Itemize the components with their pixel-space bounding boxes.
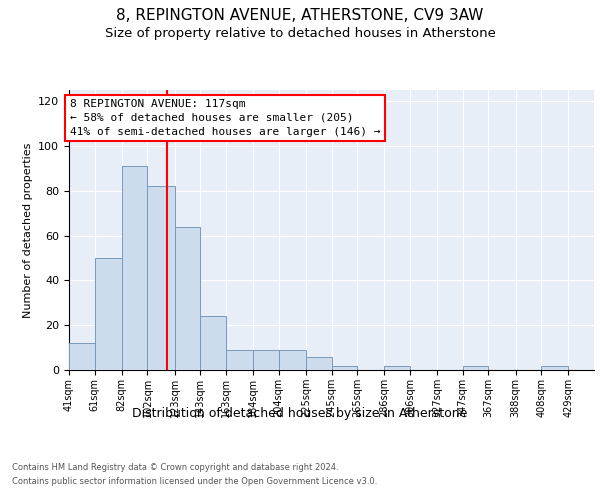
- Bar: [463, 366, 488, 370]
- Bar: [332, 366, 357, 370]
- Bar: [122, 166, 148, 370]
- Bar: [541, 366, 568, 370]
- Bar: [279, 350, 306, 370]
- Y-axis label: Number of detached properties: Number of detached properties: [23, 142, 32, 318]
- Bar: [175, 226, 200, 370]
- Bar: [95, 258, 122, 370]
- Bar: [69, 343, 95, 370]
- Text: 8, REPINGTON AVENUE, ATHERSTONE, CV9 3AW: 8, REPINGTON AVENUE, ATHERSTONE, CV9 3AW: [116, 8, 484, 22]
- Bar: [253, 350, 279, 370]
- Bar: [226, 350, 253, 370]
- Bar: [306, 356, 332, 370]
- Text: Contains HM Land Registry data © Crown copyright and database right 2024.: Contains HM Land Registry data © Crown c…: [12, 462, 338, 471]
- Text: Size of property relative to detached houses in Atherstone: Size of property relative to detached ho…: [104, 28, 496, 40]
- Text: Contains public sector information licensed under the Open Government Licence v3: Contains public sector information licen…: [12, 478, 377, 486]
- Bar: [384, 366, 410, 370]
- Text: 8 REPINGTON AVENUE: 117sqm
← 58% of detached houses are smaller (205)
41% of sem: 8 REPINGTON AVENUE: 117sqm ← 58% of deta…: [70, 99, 380, 137]
- Text: Distribution of detached houses by size in Atherstone: Distribution of detached houses by size …: [133, 408, 467, 420]
- Bar: [200, 316, 226, 370]
- Bar: [148, 186, 175, 370]
